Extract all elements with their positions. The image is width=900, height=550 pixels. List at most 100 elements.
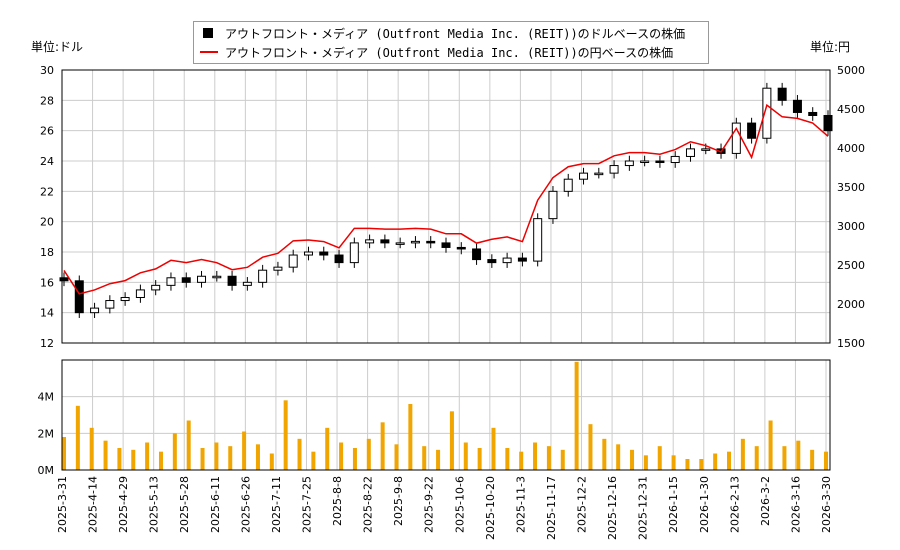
legend-label-usd: アウトフロント・メディア (Outfront Media Inc. (REIT)… [225, 26, 686, 41]
y-tick-label-left: 14 [40, 307, 54, 320]
volume-tick-label: 4M [38, 391, 55, 404]
x-tick-label: 2025-9-8 [392, 476, 405, 526]
candle-body [242, 281, 252, 286]
volume-bar [89, 427, 94, 470]
y-tick-label-left: 30 [40, 64, 54, 77]
candle-body [258, 269, 268, 283]
x-tick-label: 2025-11-3 [514, 476, 527, 533]
candle-body [579, 172, 589, 180]
y-tick-label-left: 20 [40, 216, 54, 229]
y-tick-label-right: 3500 [837, 181, 865, 194]
candle-body [59, 277, 69, 282]
volume-bar [768, 420, 773, 470]
volume-bar [685, 459, 690, 470]
x-tick-label: 2025-8-8 [331, 476, 344, 526]
volume-bar [214, 442, 219, 470]
y-tick-label-left: 18 [40, 246, 54, 259]
volume-bar [145, 442, 150, 470]
x-tick-label: 2025-8-22 [362, 476, 375, 533]
candle-body [640, 160, 650, 163]
candle-body [120, 297, 130, 302]
x-tick-label: 2025-5-28 [178, 476, 191, 533]
legend: アウトフロント・メディア (Outfront Media Inc. (REIT)… [193, 21, 709, 64]
candle-body [380, 239, 390, 244]
x-tick-label: 2026-3-30 [820, 476, 833, 533]
x-tick-label: 2025-4-29 [117, 476, 130, 533]
volume-bar [242, 431, 247, 470]
volume-bar [574, 361, 579, 470]
volume-bar [380, 422, 385, 470]
candle-body [303, 251, 313, 256]
volume-bar [172, 433, 177, 470]
volume-bar [533, 442, 538, 470]
candle-body [426, 240, 436, 244]
volume-bar [588, 424, 593, 470]
candle-body [456, 246, 466, 250]
candle-body [212, 275, 222, 279]
candle-body [594, 172, 604, 176]
volume-bar [810, 449, 815, 470]
volume-bar [436, 449, 441, 470]
candle-body [441, 242, 451, 248]
candle-body [823, 115, 833, 132]
volume-bar [117, 448, 122, 470]
legend-swatch-jpy [200, 51, 218, 53]
y-tick-label-right: 3000 [837, 220, 865, 233]
x-tick-label: 2026-1-30 [698, 476, 711, 533]
candle-body [533, 218, 543, 262]
candle-body [624, 160, 634, 167]
y-tick-label-right: 4000 [837, 142, 865, 155]
candle-body [166, 277, 176, 286]
volume-bar [505, 448, 510, 470]
volume-bar [560, 449, 565, 470]
y-tick-label-left: 16 [40, 276, 54, 289]
volume-bar [782, 446, 787, 470]
y-tick-label-left: 24 [40, 155, 54, 168]
y-tick-label-left: 26 [40, 125, 54, 138]
y-tick-label-right: 1500 [837, 337, 865, 350]
candle-body [747, 122, 757, 139]
candle-body [288, 254, 298, 268]
volume-tick-label: 0M [38, 464, 55, 477]
volume-plot-frame [61, 359, 831, 471]
volume-bar [366, 438, 371, 470]
volume-bar [671, 455, 676, 470]
volume-bar [616, 444, 621, 470]
x-tick-label: 2026-3-2 [759, 476, 772, 526]
volume-bar [158, 451, 163, 470]
candle-body [319, 251, 329, 256]
candle-body [181, 277, 191, 283]
volume-bar [824, 451, 828, 470]
volume-bar [754, 446, 759, 470]
volume-bar [463, 442, 468, 470]
volume-tick-label: 2M [38, 427, 55, 440]
x-tick-label: 2025-10-20 [484, 476, 497, 540]
candle-body [472, 248, 482, 261]
volume-bar [519, 451, 524, 470]
candle-body [685, 148, 695, 157]
x-tick-label: 2026-2-13 [728, 476, 741, 533]
x-tick-label: 2026-3-16 [789, 476, 802, 533]
volume-bar [796, 440, 801, 470]
volume-bar [255, 444, 260, 470]
candle-body [563, 178, 573, 192]
volume-bar [713, 453, 718, 470]
volume-bar [727, 451, 732, 470]
volume-bar [630, 449, 635, 470]
volume-bar [297, 438, 302, 470]
volume-bar [546, 446, 551, 470]
candle-body [655, 160, 665, 164]
candle-body [792, 99, 802, 113]
x-tick-label: 2026-1-15 [667, 476, 680, 533]
y-tick-label-right: 2500 [837, 259, 865, 272]
x-tick-label: 2025-10-6 [453, 476, 466, 533]
x-tick-label: 2025-7-25 [300, 476, 313, 533]
x-tick-label: 2025-12-31 [637, 476, 650, 540]
price-plot-frame [61, 69, 831, 344]
volume-bar [200, 448, 205, 470]
x-tick-label: 2025-12-2 [576, 476, 589, 533]
candle-body [273, 266, 283, 271]
candle-body [517, 257, 527, 262]
candle-body [74, 280, 84, 314]
volume-bar [283, 400, 288, 470]
